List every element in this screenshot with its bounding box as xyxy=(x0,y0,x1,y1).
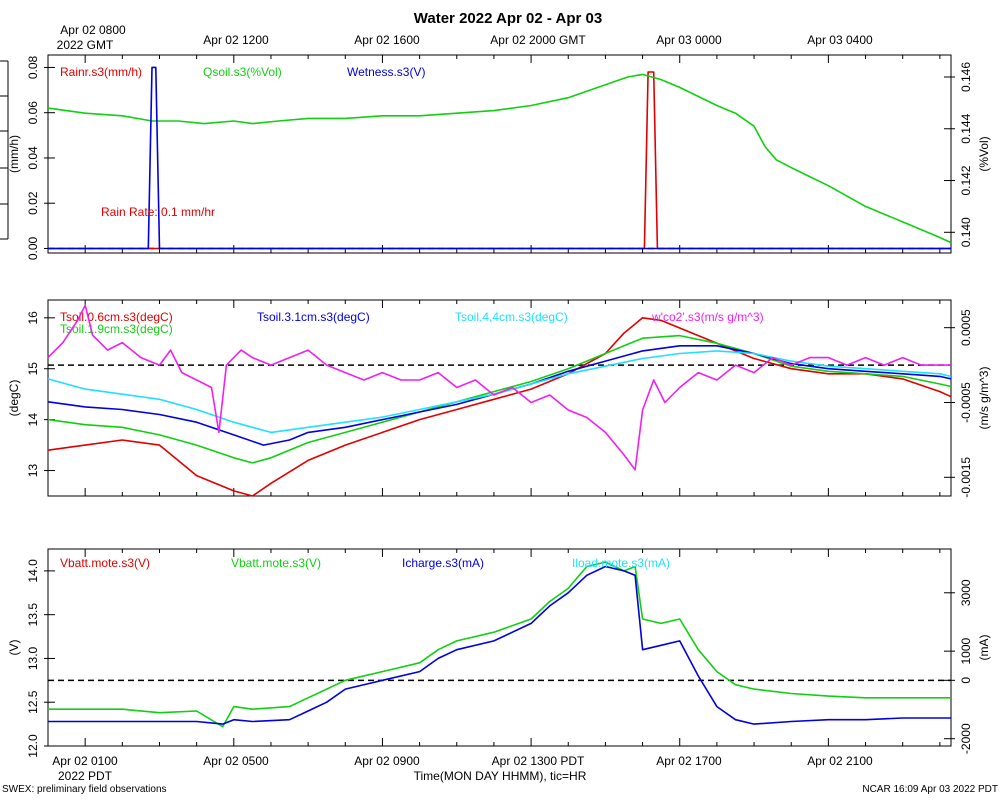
legend-entry: Tsoil.1.9cm.s3(degC) xyxy=(60,322,173,336)
series-line-red xyxy=(47,316,952,497)
plot-frame xyxy=(47,548,952,747)
legend-entry: Icharge.s3(mA) xyxy=(402,556,484,570)
series-line-green xyxy=(47,73,952,244)
chart-title: Water 2022 Apr 02 - Apr 03 xyxy=(414,10,602,27)
y-tick-label-right: 0 xyxy=(959,677,973,684)
footer-right: NCAR 16:09 Apr 03 2022 PDT xyxy=(862,784,998,795)
chart-panels: 0.00 0.02 0.04 0.06 0.08 0.140 0.142 0.144 0.146… xyxy=(0,54,991,758)
y-axis-title-right: (m/s g/m^3) xyxy=(977,367,991,430)
y-axis-title-left: (mm/h) xyxy=(7,135,21,173)
y-tick-label-left: 14 xyxy=(26,413,40,427)
bottom-axis-label: Apr 02 1300 PDT xyxy=(492,754,585,768)
series-line-blue xyxy=(48,66,951,250)
top-axis-label: Apr 02 2000 GMT xyxy=(490,33,586,47)
series-line-green xyxy=(47,334,952,464)
y-tick-label-left: 0.08 xyxy=(26,55,40,79)
y-tick-label-right: 0.144 xyxy=(959,113,973,143)
series-line-green xyxy=(48,561,951,728)
legend-entry: Iload.mote.s3(mA) xyxy=(572,556,670,570)
y-axis-title-right: (mA) xyxy=(977,635,991,661)
y-tick-label-left: 0.02 xyxy=(26,191,40,215)
legend-entry: Qsoil.s3(%Vol) xyxy=(203,65,282,79)
legend-entry: Vbatt.mote.s3(V) xyxy=(60,556,150,570)
series-line-blue xyxy=(48,565,951,725)
y-tick-label-left: 0.04 xyxy=(26,146,40,170)
footer-left: SWEX: preliminary field observations xyxy=(2,784,167,795)
legend-entry: Tsoil.4.4cm.s3(degC) xyxy=(455,310,568,324)
y-axis-title-left: (V) xyxy=(7,640,21,656)
y-tick-label-left: 16 xyxy=(26,311,40,325)
left-edge-marks xyxy=(0,60,9,240)
legend-entry: Tsoil.3.1cm.s3(degC) xyxy=(257,310,370,324)
y-tick-label-left: 0.00 xyxy=(26,236,40,260)
plot-frame xyxy=(47,54,952,254)
y-tick-label-left: 14.0 xyxy=(26,559,40,583)
y-tick-label-right: -0.0015 xyxy=(959,457,973,498)
y-tick-label-right: -2000 xyxy=(959,723,973,754)
y-tick-label-left: 13 xyxy=(26,464,40,478)
y-tick-label-right: -0.0005 xyxy=(959,382,973,423)
legend-entry: Wetness.s3(V) xyxy=(347,65,425,79)
top-axis-label: Apr 02 1200 xyxy=(203,33,269,47)
y-tick-label-right: 3000 xyxy=(959,579,973,606)
legend-entry: Vbatt.mote.s3(V) xyxy=(231,556,321,570)
series-line-red xyxy=(48,71,951,250)
y-tick-label-right: 0.0005 xyxy=(959,309,973,346)
bottom-axis-label: Apr 02 0900 xyxy=(354,754,420,768)
y-tick-label-left: 0.06 xyxy=(26,101,40,125)
y-tick-label-left: 13.0 xyxy=(26,646,40,670)
y-tick-label-right: 0.142 xyxy=(959,165,973,195)
x-axis-title: Time(MON DAY HHMM), tic=HR xyxy=(414,769,587,783)
panel-battery-charge: 12.0 12.5 13.0 13.5 14.0 -2000 0 1000 3000 (V) (mA… xyxy=(7,548,991,758)
bottom-axis-label: Apr 02 0500 xyxy=(203,754,269,768)
series-line-cyan xyxy=(47,350,952,434)
y-tick-label-right: 0.140 xyxy=(959,217,973,247)
panel-rain-soil: 0.00 0.02 0.04 0.06 0.08 0.140 0.142 0.144 0.146… xyxy=(7,54,991,260)
y-tick-label-left: 15 xyxy=(26,362,40,376)
series-line-blue xyxy=(47,344,952,446)
bottom-axis-label: Apr 02 2100 xyxy=(807,754,873,768)
y-tick-label-right: 1000 xyxy=(959,637,973,664)
bottom-axis-label: Apr 02 1700 xyxy=(656,754,722,768)
y-axis-title-right: (%Vol) xyxy=(977,136,991,171)
bottom-axis-label: Apr 02 0100 xyxy=(52,754,118,768)
legend-entry: w'co2'.s3(m/s g/m^3) xyxy=(651,310,764,324)
series-line-magenta xyxy=(47,304,951,471)
top-axis-label: Apr 02 1600 xyxy=(354,33,420,47)
rain-rate-annotation: Rain Rate: 0.1 mm/hr xyxy=(101,205,215,219)
bottom-axis-year-label: 2022 PDT xyxy=(58,769,113,783)
panel-soil-temperature: 13 14 15 16 -0.0015 -0.0005 0.0005 (degC) (m/s g… xyxy=(7,299,991,498)
y-tick-label-left: 12.0 xyxy=(26,734,40,758)
y-tick-label-right: 0.146 xyxy=(959,62,973,92)
top-axis-label: Apr 03 0400 xyxy=(807,33,873,47)
top-axis-year-label: 2022 GMT xyxy=(57,38,114,52)
top-axis-label: Apr 02 0800 xyxy=(60,23,126,37)
y-tick-label-left: 12.5 xyxy=(26,690,40,714)
y-axis-title-left: (degC) xyxy=(7,380,21,417)
plot-frame xyxy=(47,299,952,497)
top-axis-label: Apr 03 0000 xyxy=(656,33,722,47)
legend-entry: Rainr.s3(mm/h) xyxy=(60,65,142,79)
y-tick-label-left: 13.5 xyxy=(26,603,40,627)
